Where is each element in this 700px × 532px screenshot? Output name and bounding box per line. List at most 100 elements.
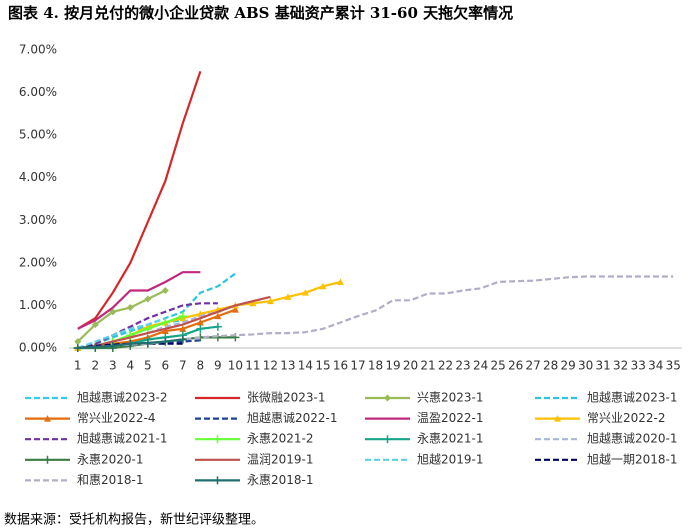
x-tick-label: 21	[420, 359, 435, 373]
marker	[44, 415, 51, 422]
x-tick-label: 7	[179, 359, 187, 373]
marker	[126, 339, 135, 348]
legend-label: 旭越惠诚2021-1	[77, 432, 168, 446]
x-tick-label: 9	[214, 359, 222, 373]
chart-title: 图表 4. 按月兑付的微小企业贷款 ABS 基础资产累计 31-60 天拖欠率情…	[8, 4, 513, 22]
marker	[196, 324, 205, 333]
marker	[74, 338, 82, 346]
marker	[143, 338, 152, 347]
marker	[554, 415, 561, 422]
marker	[143, 324, 152, 333]
marker	[213, 435, 222, 444]
legend-label: 旭越惠诚2022-1	[247, 411, 338, 425]
x-tick-label: 33	[631, 359, 646, 373]
marker	[284, 293, 292, 300]
marker	[179, 325, 187, 332]
y-tick-label: 0.00%	[19, 341, 57, 355]
line	[77, 295, 271, 350]
x-tick-label: 23	[455, 359, 470, 373]
x-tick-label: 25	[490, 359, 505, 373]
x-tick-label: 29	[561, 359, 576, 373]
marker	[144, 295, 152, 303]
x-tick-label: 4	[126, 359, 134, 373]
line	[77, 302, 218, 350]
marker	[161, 287, 169, 295]
legend-label: 温盈2022-1	[417, 411, 484, 425]
y-tick-label: 7.00%	[19, 43, 57, 57]
marker	[161, 318, 170, 327]
marker	[336, 278, 344, 286]
y-tick-label: 6.00%	[19, 85, 57, 99]
marker	[249, 299, 257, 307]
line	[77, 70, 202, 330]
x-tick-label: 6	[162, 359, 170, 373]
line	[77, 271, 201, 330]
marker	[126, 304, 134, 312]
legend-label: 旭越一期2018-1	[587, 452, 678, 466]
legend-label: 旭越2019-1	[417, 452, 484, 466]
legend-label: 旭越惠诚2023-2	[77, 391, 168, 405]
legend-label: 永惠2018-1	[247, 473, 314, 487]
x-tick-label: 22	[438, 359, 453, 373]
x-tick-label: 34	[648, 359, 663, 373]
marker	[91, 321, 99, 329]
marker	[213, 322, 222, 331]
marker	[213, 476, 222, 485]
x-tick-label: 15	[315, 359, 330, 373]
legend-label: 张微融2023-1	[247, 391, 326, 405]
legend-label: 旭越惠诚2023-1	[587, 391, 678, 405]
y-tick-label: 4.00%	[19, 170, 57, 184]
x-tick-label: 8	[197, 359, 205, 373]
y-tick-label: 1.00%	[19, 298, 57, 312]
x-tick-label: 3	[109, 359, 117, 373]
legend-label: 温润2019-1	[247, 452, 314, 466]
x-tick-label: 5	[144, 359, 152, 373]
line	[77, 317, 166, 350]
x-tick-label: 17	[350, 359, 365, 373]
legend-label: 和惠2018-1	[77, 473, 144, 487]
x-tick-label: 28	[543, 359, 558, 373]
marker	[383, 435, 392, 444]
marker	[91, 343, 100, 352]
x-tick-label: 11	[245, 359, 260, 373]
marker	[384, 394, 391, 402]
x-tick-label: 16	[333, 359, 348, 373]
marker	[231, 306, 239, 313]
legend-label: 永惠2021-1	[417, 432, 484, 446]
source: 数据来源：受托机构报告，新世纪评级整理。	[4, 512, 264, 528]
marker	[178, 335, 187, 344]
x-tick-label: 13	[280, 359, 295, 373]
marker	[266, 297, 274, 305]
marker	[214, 312, 222, 320]
x-tick-label: 32	[613, 359, 628, 373]
y-tick-label: 2.00%	[19, 255, 57, 269]
line	[77, 289, 166, 343]
x-tick-label: 30	[578, 359, 593, 373]
x-tick-label: 24	[473, 359, 488, 373]
x-tick-label: 35	[666, 359, 681, 373]
x-tick-label: 1	[74, 359, 82, 373]
x-tick-label: 10	[228, 359, 243, 373]
marker	[178, 312, 187, 321]
marker	[301, 289, 309, 296]
legend-label: 永惠2021-2	[247, 432, 314, 446]
y-tick-label: 3.00%	[19, 213, 57, 227]
x-tick-label: 31	[596, 359, 611, 373]
marker	[319, 282, 327, 290]
marker	[161, 337, 170, 346]
x-tick-label: 26	[508, 359, 523, 373]
legend-label: 永惠2020-1	[77, 452, 144, 466]
x-tick-label: 14	[298, 359, 313, 373]
marker	[73, 344, 82, 352]
legend-label: 旭越惠诚2020-1	[587, 432, 678, 446]
legend-label: 常兴业2022-2	[587, 411, 666, 425]
x-tick-label: 12	[263, 359, 278, 373]
marker	[196, 318, 204, 326]
marker	[161, 327, 169, 334]
legend-label: 兴惠2023-1	[417, 391, 484, 405]
y-tick-label: 5.00%	[19, 128, 57, 142]
x-tick-label: 18	[368, 359, 383, 373]
x-tick-label: 20	[403, 359, 418, 373]
marker	[108, 341, 117, 350]
